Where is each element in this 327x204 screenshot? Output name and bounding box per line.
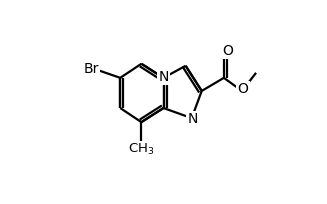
Text: N: N	[158, 70, 169, 84]
Text: CH$_3$: CH$_3$	[128, 142, 155, 157]
Text: N: N	[187, 112, 198, 126]
Text: O: O	[237, 82, 249, 96]
Text: O: O	[222, 44, 233, 58]
Text: Br: Br	[83, 62, 99, 76]
